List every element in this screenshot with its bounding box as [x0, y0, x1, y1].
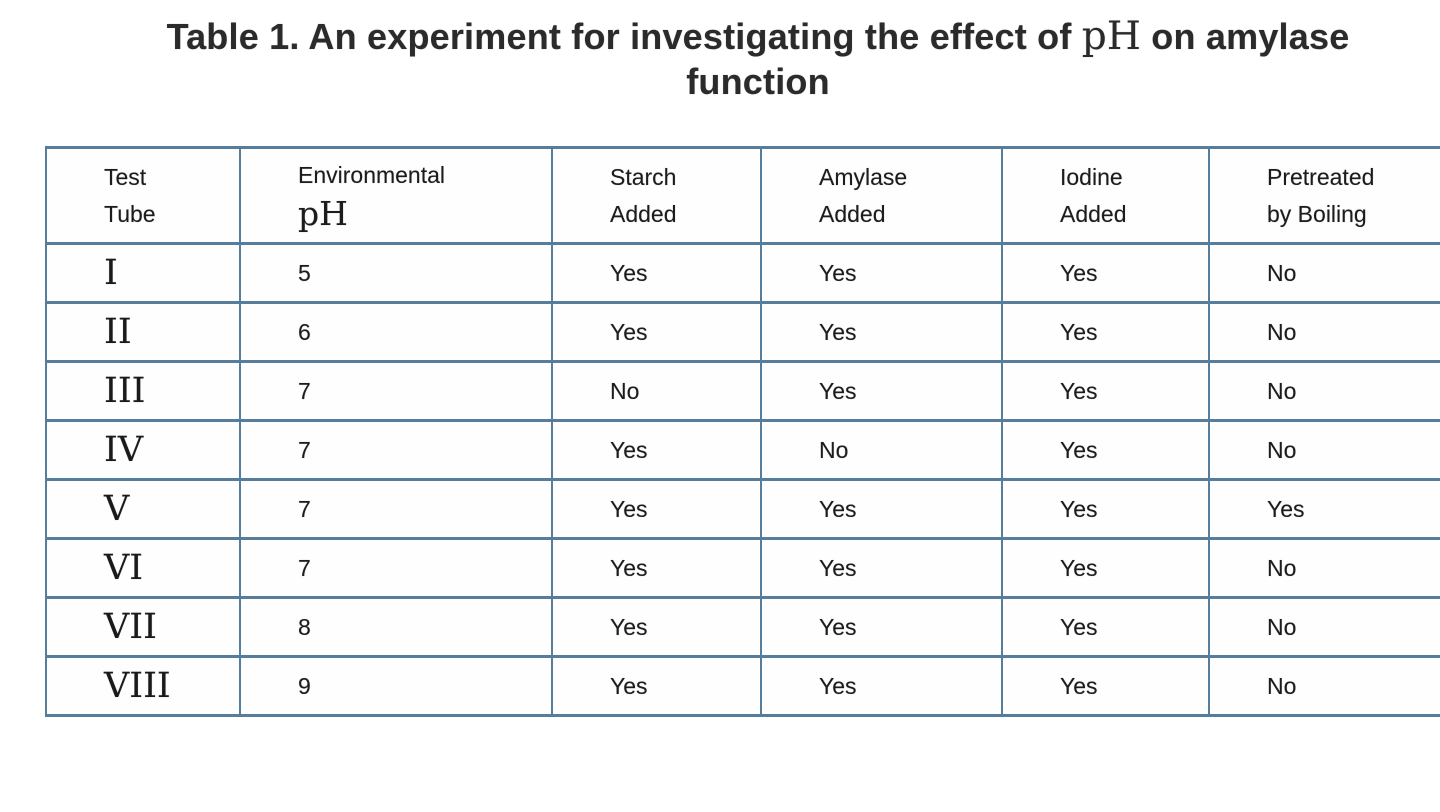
cell-amylase-added: Yes — [760, 478, 1003, 540]
header-cell-environmental-ph: Environmental pH — [239, 146, 553, 245]
header-cell-iodine-added: Iodine Added — [1001, 146, 1210, 245]
header-label: Added — [610, 200, 677, 227]
cell-test-tube: VII — [45, 596, 241, 658]
header-label: Test — [104, 163, 147, 190]
experiment-table: Test Tube Environmental pH Starch Added Amylas… — [45, 146, 1440, 717]
table-row: V 7 Yes Yes Yes Yes — [45, 478, 1440, 540]
cell-iodine-added: Yes — [1001, 655, 1210, 717]
cell-pretreated-by-boiling: No — [1208, 242, 1440, 304]
cell-iodine-added: Yes — [1001, 419, 1210, 481]
header-cell-test-tube: Test Tube — [45, 146, 241, 245]
cell-starch-added: Yes — [551, 301, 762, 363]
cell-starch-added: Yes — [551, 419, 762, 481]
cell-test-tube: V — [45, 478, 241, 540]
cell-pretreated-by-boiling: No — [1208, 360, 1440, 422]
cell-amylase-added: No — [760, 419, 1003, 481]
cell-pretreated-by-boiling: No — [1208, 537, 1440, 599]
cell-iodine-added: Yes — [1001, 301, 1210, 363]
cell-starch-added: Yes — [551, 596, 762, 658]
header-label: by Boiling — [1267, 200, 1367, 227]
cell-environmental-ph: 7 — [239, 478, 553, 540]
cell-amylase-added: Yes — [760, 537, 1003, 599]
cell-environmental-ph: 7 — [239, 419, 553, 481]
cell-pretreated-by-boiling: No — [1208, 596, 1440, 658]
cell-environmental-ph: 7 — [239, 537, 553, 599]
cell-test-tube: IV — [45, 419, 241, 481]
cell-amylase-added: Yes — [760, 301, 1003, 363]
header-label: Added — [1060, 200, 1127, 227]
table-row: II 6 Yes Yes Yes No — [45, 301, 1440, 363]
cell-starch-added: Yes — [551, 242, 762, 304]
cell-iodine-added: Yes — [1001, 242, 1210, 304]
cell-pretreated-by-boiling: No — [1208, 419, 1440, 481]
cell-test-tube: III — [45, 360, 241, 422]
header-row: Test Tube Environmental pH Starch Added Amylas… — [45, 146, 1440, 245]
cell-iodine-added: Yes — [1001, 537, 1210, 599]
title-text-part3: function — [686, 61, 830, 102]
header-label: Iodine — [1060, 163, 1123, 190]
cell-pretreated-by-boiling: Yes — [1208, 478, 1440, 540]
header-label: pH — [298, 194, 348, 233]
header-label: Amylase — [819, 163, 908, 190]
header-label: Environmental — [298, 162, 446, 188]
cell-test-tube: II — [45, 301, 241, 363]
cell-amylase-added: Yes — [760, 242, 1003, 304]
cell-iodine-added: Yes — [1001, 360, 1210, 422]
cell-test-tube: VI — [45, 537, 241, 599]
table-title: Table 1. An experiment for investigating… — [80, 14, 1436, 104]
title-ph-symbol: pH — [1081, 14, 1142, 59]
cell-starch-added: Yes — [551, 655, 762, 717]
cell-test-tube: I — [45, 242, 241, 304]
cell-environmental-ph: 5 — [239, 242, 553, 304]
cell-amylase-added: Yes — [760, 655, 1003, 717]
title-text-part1: Table 1. An experiment for investigating… — [166, 16, 1082, 57]
cell-starch-added: Yes — [551, 537, 762, 599]
cell-test-tube: VIII — [45, 655, 241, 717]
cell-amylase-added: Yes — [760, 596, 1003, 658]
header-cell-starch-added: Starch Added — [551, 146, 762, 245]
cell-iodine-added: Yes — [1001, 596, 1210, 658]
cell-starch-added: No — [551, 360, 762, 422]
header-cell-pretreated-by-boiling: Pretreated by Boiling — [1208, 146, 1440, 245]
title-text-part2: on amylase — [1141, 16, 1350, 57]
header-label: Starch — [610, 163, 677, 190]
cell-environmental-ph: 9 — [239, 655, 553, 717]
table-row: III 7 No Yes Yes No — [45, 360, 1440, 422]
header-cell-amylase-added: Amylase Added — [760, 146, 1003, 245]
table-row: IV 7 Yes No Yes No — [45, 419, 1440, 481]
cell-pretreated-by-boiling: No — [1208, 301, 1440, 363]
cell-environmental-ph: 8 — [239, 596, 553, 658]
table-row: VIII 9 Yes Yes Yes No — [45, 655, 1440, 717]
header-label: Tube — [104, 200, 156, 227]
cell-iodine-added: Yes — [1001, 478, 1210, 540]
header-label: Added — [819, 200, 886, 227]
cell-environmental-ph: 7 — [239, 360, 553, 422]
table-body: I 5 Yes Yes Yes No II 6 Yes Yes Yes No III 7 No Yes Yes N… — [45, 242, 1440, 717]
cell-starch-added: Yes — [551, 478, 762, 540]
table-row: VII 8 Yes Yes Yes No — [45, 596, 1440, 658]
cell-amylase-added: Yes — [760, 360, 1003, 422]
header-label: Pretreated — [1267, 163, 1375, 190]
table-row: I 5 Yes Yes Yes No — [45, 242, 1440, 304]
cell-pretreated-by-boiling: No — [1208, 655, 1440, 717]
table-row: VI 7 Yes Yes Yes No — [45, 537, 1440, 599]
cell-environmental-ph: 6 — [239, 301, 553, 363]
